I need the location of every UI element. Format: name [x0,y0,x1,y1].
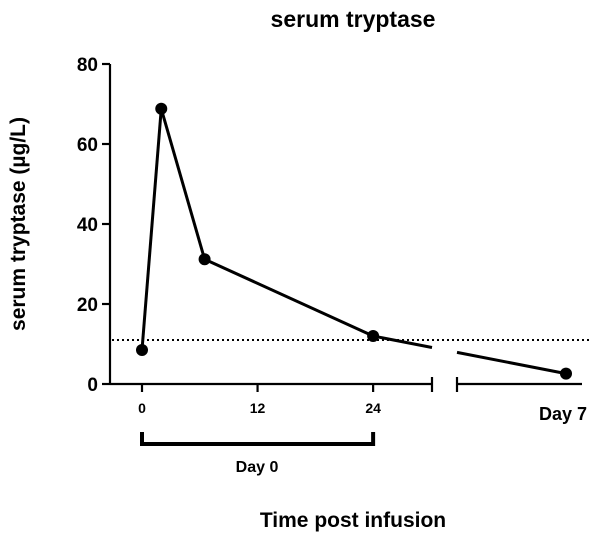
day0-bracket [140,432,376,446]
x-ticks: 0 12 24 [138,384,381,416]
series-line-segment-1 [159,108,207,260]
y-tick-label-4: 80 [77,55,98,76]
x-axis-title: Time post infusion [260,509,446,532]
x-tick-label-0: 0 [138,400,146,416]
y-tick-label-3: 60 [77,135,98,156]
y-tick-label-2: 40 [77,215,98,236]
data-point-0 [136,344,148,356]
x-tick-label-1: 12 [250,400,266,416]
y-axis-title: serum tryptase (µg/L) [7,117,30,331]
chart-title: serum tryptase [271,6,436,32]
series-line-segment-2 [203,257,374,338]
data-point-4 [560,367,572,380]
y-ticks: 0 20 40 60 80 [77,55,110,396]
y-tick-label-0: 0 [87,375,98,396]
series-line-segment-3b [456,350,567,376]
series-group [136,102,572,380]
bracket-label: Day 0 [236,459,279,476]
series-line-segment-0 [140,108,163,351]
data-point-3 [367,330,380,342]
y-tick-label-1: 20 [77,295,98,316]
data-point-1 [155,102,168,115]
data-point-2 [198,253,211,266]
series-line-segment-3a [372,334,433,349]
x-tick-label-2: 24 [365,400,381,416]
x-tick-label-day7: Day 7 [539,404,587,424]
